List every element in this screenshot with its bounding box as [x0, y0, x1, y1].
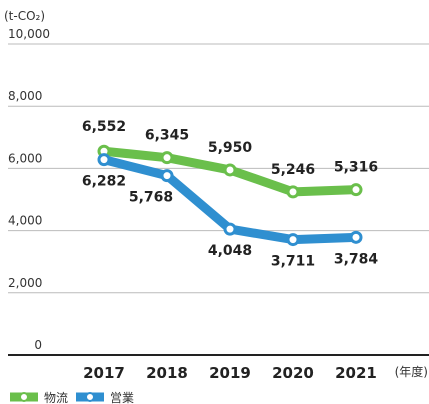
legend-marker — [85, 392, 95, 402]
value-label: 5,246 — [271, 162, 315, 178]
value-label: 5,316 — [334, 160, 378, 176]
value-label: 5,768 — [129, 190, 173, 206]
x-tick-label: 2019 — [209, 364, 251, 382]
legend-label: 物流 — [44, 391, 68, 404]
legend-label: 営業 — [110, 391, 134, 404]
point — [349, 183, 363, 197]
y-tick-label: 6,000 — [8, 151, 42, 165]
y-tick-label: 0 — [34, 338, 42, 352]
value-label: 3,711 — [271, 254, 315, 270]
x-tick-label: 2020 — [272, 364, 314, 382]
point — [160, 169, 174, 183]
y-tick-label: 8,000 — [8, 89, 42, 103]
unit-label: (t-CO₂) — [4, 9, 45, 23]
x-tick-label: 2021 — [335, 364, 377, 382]
value-label: 6,345 — [145, 128, 189, 144]
point — [97, 153, 111, 167]
y-tick-label: 4,000 — [8, 214, 42, 228]
value-label: 5,950 — [208, 140, 253, 156]
point — [223, 163, 237, 177]
x-tick-label: 2017 — [83, 364, 125, 382]
point — [160, 151, 174, 165]
y-tick-label: 10,000 — [8, 27, 50, 41]
x-tick-label: 2018 — [146, 364, 188, 382]
point — [223, 222, 237, 236]
x-unit-label: (年度) — [395, 364, 428, 379]
value-label: 6,282 — [82, 174, 126, 190]
value-label: 3,784 — [334, 251, 379, 267]
point — [286, 233, 300, 247]
point — [349, 230, 363, 244]
y-tick-label: 2,000 — [8, 276, 42, 290]
value-label: 6,552 — [82, 119, 126, 135]
legend-marker — [19, 392, 29, 402]
point — [286, 185, 300, 199]
value-label: 4,048 — [208, 243, 252, 259]
